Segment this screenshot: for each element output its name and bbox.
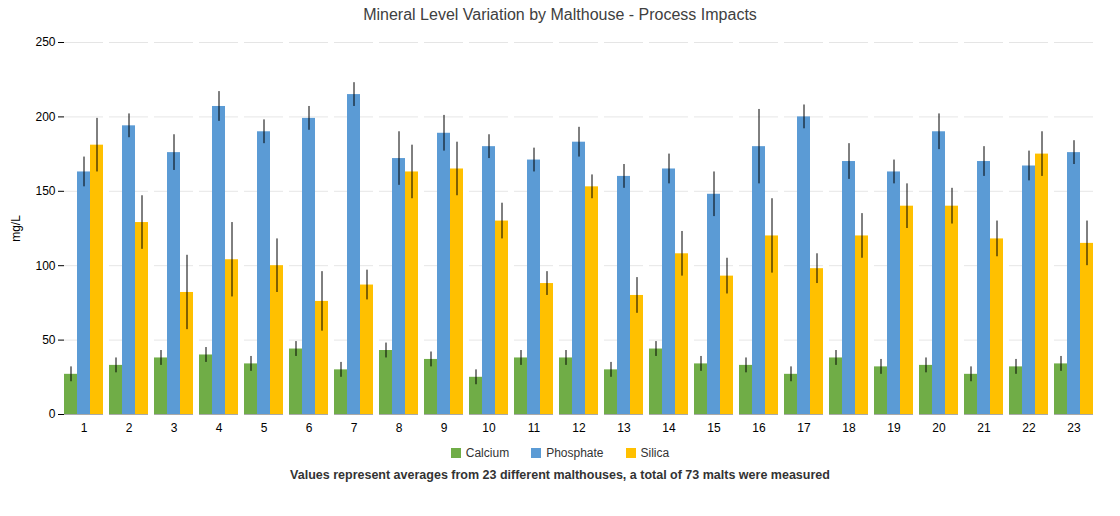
svg-text:10: 10 bbox=[482, 421, 496, 435]
svg-text:20: 20 bbox=[932, 421, 946, 435]
html-text:Values represent averages from: Values represent averages from 23 differ… bbox=[290, 468, 830, 482]
svg-text:6: 6 bbox=[306, 421, 313, 435]
html-text:Calcium: Calcium bbox=[465, 446, 510, 460]
svg-text:2: 2 bbox=[126, 421, 133, 435]
svg-text:7: 7 bbox=[351, 421, 358, 435]
svg-text:13: 13 bbox=[617, 421, 631, 435]
svg-text:8: 8 bbox=[396, 421, 403, 435]
svg-text:200: 200 bbox=[35, 110, 55, 124]
svg-text:5: 5 bbox=[261, 421, 268, 435]
svg-text:14: 14 bbox=[662, 421, 676, 435]
svg-text:22: 22 bbox=[1022, 421, 1036, 435]
svg-text:4: 4 bbox=[216, 421, 223, 435]
svg-text:50: 50 bbox=[42, 333, 56, 347]
svg-text:16: 16 bbox=[752, 421, 766, 435]
svg-text:21: 21 bbox=[977, 421, 991, 435]
svg-text:3: 3 bbox=[171, 421, 178, 435]
svg-text:0: 0 bbox=[49, 407, 56, 421]
svg-text:1: 1 bbox=[81, 421, 88, 435]
svg-text:9: 9 bbox=[441, 421, 448, 435]
svg-text:mg/L: mg/L bbox=[9, 215, 23, 242]
svg-text:150: 150 bbox=[35, 184, 55, 198]
svg-text:100: 100 bbox=[35, 259, 55, 273]
html-text:Phosphate: Phosphate bbox=[546, 446, 604, 460]
svg-text:17: 17 bbox=[797, 421, 811, 435]
svg-text:12: 12 bbox=[572, 421, 586, 435]
html-text:Silica: Silica bbox=[640, 446, 670, 460]
svg-text:15: 15 bbox=[707, 421, 721, 435]
html-text:Mineral Level Variation by Mal: Mineral Level Variation by Malthouse - P… bbox=[363, 6, 757, 23]
svg-text:11: 11 bbox=[528, 421, 541, 435]
svg-text:23: 23 bbox=[1067, 421, 1081, 435]
svg-text:19: 19 bbox=[887, 421, 901, 435]
svg-text:18: 18 bbox=[842, 421, 856, 435]
svg-text:250: 250 bbox=[35, 35, 55, 49]
